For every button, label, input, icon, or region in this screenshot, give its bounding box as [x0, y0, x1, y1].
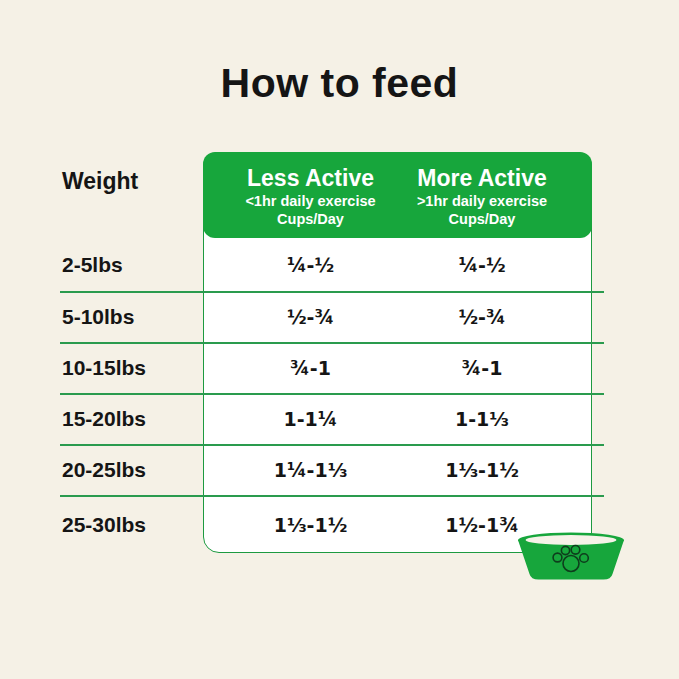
more-active-unit: Cups/Day	[375, 210, 589, 228]
more-active-value: 1⅓-1½	[375, 459, 589, 481]
table-row: 5-10lbs ½-¾ ½-¾	[0, 292, 679, 342]
more-active-value: ¾-1	[375, 357, 589, 379]
table-row: 2-5lbs ¼-½ ¼-½	[0, 238, 679, 291]
page-title: How to feed	[0, 60, 679, 107]
weight-range: 5-10lbs	[62, 305, 134, 329]
feeding-guide-infographic: How to feed Weight Less Active <1hr dail…	[0, 0, 679, 679]
weight-range: 20-25lbs	[62, 458, 146, 482]
row-divider	[60, 495, 604, 497]
table-row: 20-25lbs 1¼-1⅓ 1⅓-1½	[0, 445, 679, 495]
more-active-value: ½-¾	[375, 306, 589, 328]
table-row: 10-15lbs ¾-1 ¾-1	[0, 343, 679, 393]
weight-range: 25-30lbs	[62, 512, 146, 536]
more-active-value: 1-1⅓	[375, 408, 589, 430]
weight-range: 2-5lbs	[62, 252, 123, 276]
row-divider	[60, 342, 604, 344]
column-header-more-active: More Active >1hr daily exercise Cups/Day	[375, 165, 589, 228]
table-row: 15-20lbs 1-1¼ 1-1⅓	[0, 394, 679, 444]
table-header: Less Active <1hr daily exercise Cups/Day…	[203, 152, 592, 238]
row-divider	[60, 393, 604, 395]
weight-column-header: Weight	[62, 168, 138, 195]
row-divider	[60, 444, 604, 446]
weight-range: 15-20lbs	[62, 407, 146, 431]
weight-range: 10-15lbs	[62, 356, 146, 380]
more-active-title: More Active	[375, 165, 589, 192]
more-active-value: ¼-½	[375, 253, 589, 275]
more-active-subtitle: >1hr daily exercise	[375, 192, 589, 210]
dog-bowl-icon	[516, 532, 626, 582]
row-divider	[60, 291, 604, 293]
